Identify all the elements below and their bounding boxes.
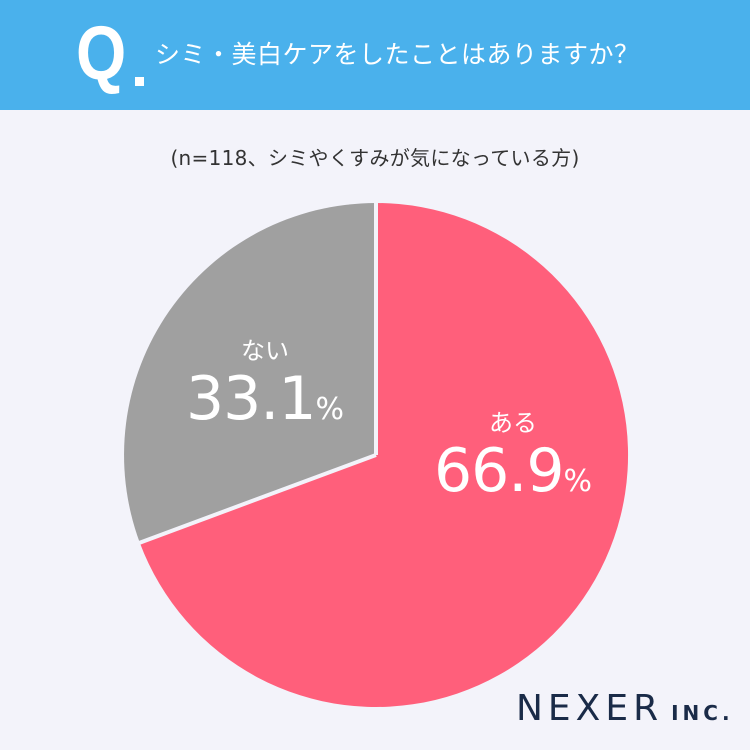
nexer-logo: NEXER INC. — [516, 688, 734, 729]
slice-label-yes: ある 66.9% — [418, 408, 608, 515]
q-dot — [135, 77, 144, 86]
sample-note: (n=118、シミやくすみが気になっている方) — [170, 146, 580, 170]
percent-value: 66.9% — [433, 436, 593, 506]
slice-no — [124, 203, 376, 543]
category-label: ない — [241, 337, 289, 365]
slice-divider-left — [136, 453, 377, 546]
q-letter: Q — [76, 11, 127, 96]
slice-yes — [139, 203, 629, 707]
slice-label-no: ない 33.1% — [180, 336, 350, 443]
category-label: ある — [489, 409, 537, 437]
question-header: Q シミ・美白ケアをしたことはありますか？ — [0, 0, 750, 110]
question-title: シミ・美白ケアをしたことはありますか？ — [155, 40, 640, 69]
percent-value: 33.1% — [185, 364, 345, 434]
